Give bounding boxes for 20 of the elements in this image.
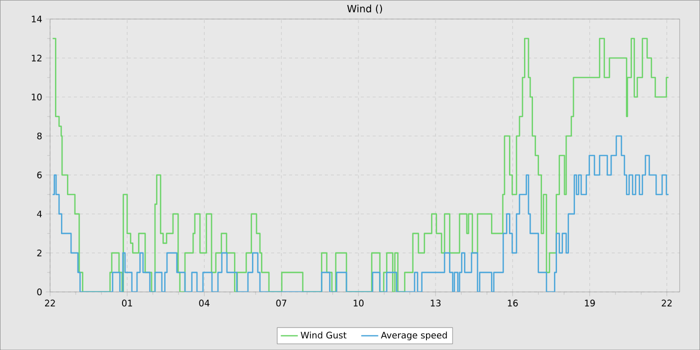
- y-tick-label: 14: [32, 16, 42, 22]
- x-tick-label: 10: [354, 300, 364, 306]
- y-tick-label: 12: [32, 54, 42, 62]
- y-tick-label: 2: [37, 250, 42, 256]
- y-tick-label: 0: [37, 288, 42, 296]
- y-tick-label: 4: [37, 210, 42, 218]
- x-tick-label: 19: [585, 300, 595, 306]
- legend-label: Wind Gust: [300, 331, 346, 338]
- x-tick-label: 01: [122, 300, 132, 306]
- x-tick-label: 22: [662, 300, 672, 306]
- x-tick-label: 16: [508, 300, 518, 306]
- chart-title: Wind (): [347, 4, 382, 14]
- x-tick-label: 22: [45, 300, 55, 306]
- y-tick-label: 10: [32, 94, 42, 100]
- y-tick-label: 8: [37, 132, 42, 140]
- x-tick-label: 04: [199, 300, 210, 306]
- y-tick-label: 6: [37, 171, 42, 178]
- legend-label: Average speed: [380, 331, 447, 340]
- x-tick-label: 07: [276, 300, 286, 306]
- x-tick-label: 13: [430, 300, 441, 306]
